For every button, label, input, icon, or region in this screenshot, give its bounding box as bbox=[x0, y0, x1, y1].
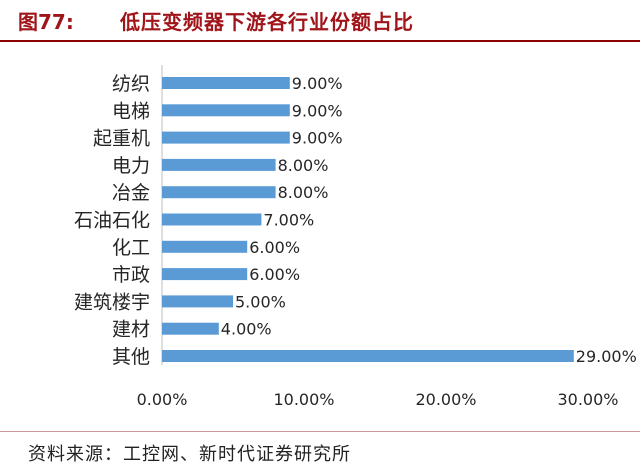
figure-title: 低压变频器下游各行业份额占比 bbox=[120, 10, 414, 34]
x-tick-label: 0.00% bbox=[137, 390, 188, 409]
data-label: 29.00% bbox=[576, 347, 637, 366]
bar bbox=[162, 213, 262, 226]
bar bbox=[162, 104, 290, 117]
bar bbox=[162, 350, 574, 362]
data-label: 8.00% bbox=[278, 156, 329, 175]
data-label: 7.00% bbox=[263, 211, 314, 230]
footer-divider bbox=[0, 431, 640, 432]
category-label: 纺织 bbox=[112, 73, 150, 95]
x-tick-label: 10.00% bbox=[273, 390, 334, 409]
data-label: 9.00% bbox=[292, 129, 343, 148]
bar bbox=[162, 240, 248, 253]
bar bbox=[162, 186, 276, 199]
bar bbox=[162, 295, 233, 308]
category-label: 市政 bbox=[112, 264, 150, 286]
category-label: 冶金 bbox=[112, 182, 150, 204]
x-tick-label: 30.00% bbox=[557, 390, 618, 409]
x-tick-label: 20.00% bbox=[415, 390, 476, 409]
bar bbox=[162, 158, 276, 171]
data-label: 9.00% bbox=[292, 101, 343, 120]
data-label: 9.00% bbox=[292, 74, 343, 93]
data-label: 6.00% bbox=[249, 265, 300, 284]
category-label: 化工 bbox=[112, 237, 150, 259]
data-label: 8.00% bbox=[278, 183, 329, 202]
data-label: 6.00% bbox=[249, 238, 300, 257]
bar bbox=[162, 131, 290, 144]
bar bbox=[162, 268, 248, 281]
category-label: 其他 bbox=[112, 346, 150, 368]
category-label: 石油石化 bbox=[74, 210, 150, 232]
bar-chart: 纺织 9.00% 电梯 9.00% 起重机 9.00% 电力 8.00% 冶金 8.00% 石油石化… bbox=[74, 65, 637, 409]
category-label: 建筑楼宇 bbox=[74, 291, 150, 313]
data-label: 4.00% bbox=[221, 320, 272, 339]
bar bbox=[162, 322, 219, 335]
category-label: 电梯 bbox=[112, 100, 150, 122]
source-note: 资料来源：工控网、新时代证券研究所 bbox=[28, 444, 351, 465]
category-label: 电力 bbox=[112, 155, 150, 177]
figure-number: 图77: bbox=[18, 10, 74, 34]
category-label: 建材 bbox=[112, 319, 150, 341]
figure-header: 图77: 低压变频器下游各行业份额占比 bbox=[0, 0, 640, 42]
data-label: 5.00% bbox=[235, 292, 286, 311]
bar bbox=[162, 77, 290, 89]
category-label: 起重机 bbox=[93, 128, 150, 150]
